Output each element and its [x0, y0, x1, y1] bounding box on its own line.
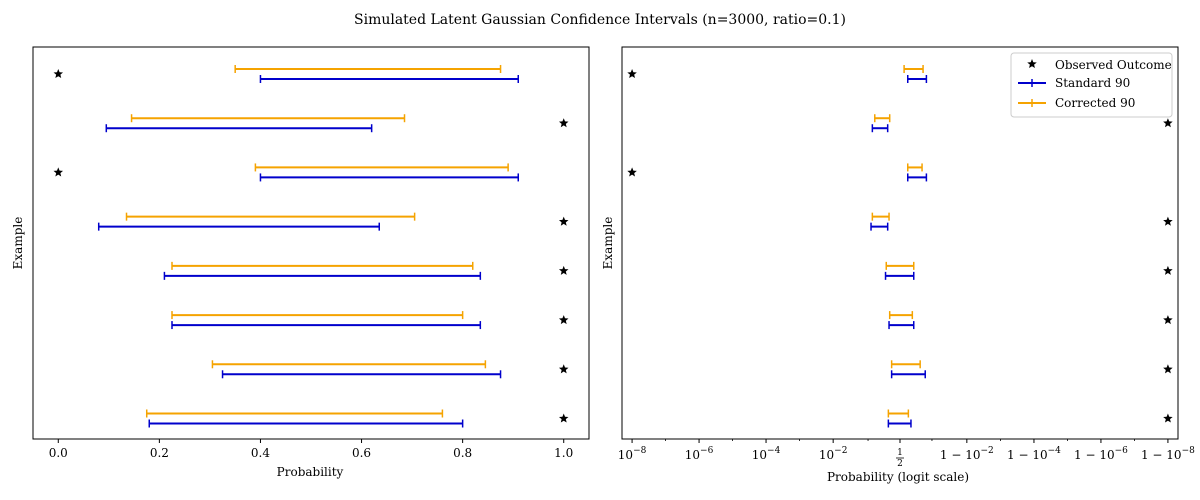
example-row [163, 261, 569, 280]
figure-title: Simulated Latent Gaussian Confidence Int… [354, 12, 846, 28]
example-row [888, 311, 1173, 330]
x-tick-label: 0.2 [150, 446, 169, 460]
observed-star-icon [1163, 216, 1173, 226]
legend-corrected-label: Corrected 90 [1055, 96, 1135, 110]
right-panel: Probability (logit scale) Example 10−8 10… [601, 46, 1195, 484]
legend-entry-standard: Standard 90 [1018, 76, 1130, 90]
example-row [211, 360, 569, 379]
legend-standard-label: Standard 90 [1055, 76, 1130, 90]
right-ylabel: Example [601, 217, 615, 270]
x-tick-label: 1 − 10−2 [940, 446, 994, 462]
example-row [887, 409, 1173, 428]
observed-star-icon [627, 69, 637, 79]
x-tick-label: 0.4 [251, 446, 270, 460]
right-plot: 10−8 10−6 10−4 10−2 1 2 1 − 10−2 1 − 10−4 1 − 10… [618, 65, 1195, 469]
observed-star-icon [558, 118, 569, 128]
right-axes-frame [621, 46, 1179, 440]
x-tick-label: 10−6 [685, 446, 714, 462]
example-row [627, 163, 928, 182]
observed-star-icon [1163, 315, 1173, 325]
observed-star-icon [558, 413, 569, 423]
observed-star-icon [558, 216, 569, 226]
legend-observed-label: Observed Outcome [1055, 58, 1172, 72]
example-row [53, 163, 519, 182]
legend-frame [1010, 52, 1173, 118]
left-ylabel: Example [11, 217, 25, 270]
x-tick-label: 10−2 [819, 446, 848, 462]
legend-entry-corrected: Corrected 90 [1018, 96, 1135, 110]
example-row [884, 261, 1173, 280]
observed-star-icon [558, 315, 569, 325]
observed-star-icon [558, 265, 569, 275]
x-tick-label: 0.6 [352, 446, 371, 460]
right-xlabel: Probability (logit scale) [827, 470, 969, 484]
observed-star-icon [53, 69, 64, 79]
example-row [171, 311, 569, 330]
example-row [53, 65, 519, 83]
observed-star-icon [1163, 118, 1173, 128]
observed-star-icon [1163, 413, 1173, 423]
example-row [145, 409, 569, 428]
observed-star-icon [558, 364, 569, 374]
example-row [105, 114, 569, 133]
x-tick-label: 0.0 [49, 446, 68, 460]
x-tick-label: 10−8 [618, 446, 647, 462]
example-row [97, 212, 569, 231]
legend-entry-observed: Observed Outcome [1027, 58, 1172, 72]
observed-star-icon [1163, 265, 1173, 275]
x-tick-label: 1 − 10−6 [1074, 446, 1128, 462]
x-tick-label: 1 − 10−8 [1141, 446, 1195, 462]
observed-star-icon [627, 167, 637, 177]
x-tick-label: 10−4 [752, 446, 781, 462]
example-row [627, 65, 928, 83]
left-xlabel: Probability [277, 465, 344, 479]
example-row [890, 360, 1173, 379]
left-panel: Probability Example 0.0 0.2 0.4 0.6 0.8 1.0 [11, 46, 590, 479]
x-tick-label: 1.0 [554, 446, 573, 460]
left-axes-frame [32, 46, 590, 440]
left-plot: 0.0 0.2 0.4 0.6 0.8 1.0 [49, 65, 573, 460]
legend-observed-star-icon [1027, 59, 1037, 69]
example-row [871, 114, 1173, 133]
legend: Observed Outcome Standard 90 Corrected 9… [1010, 52, 1173, 118]
observed-star-icon [53, 167, 64, 177]
x-tick-label: 0.8 [453, 446, 472, 460]
example-row [870, 212, 1173, 231]
x-tick-label: 1 − 10−4 [1007, 446, 1061, 462]
observed-star-icon [1163, 364, 1173, 374]
